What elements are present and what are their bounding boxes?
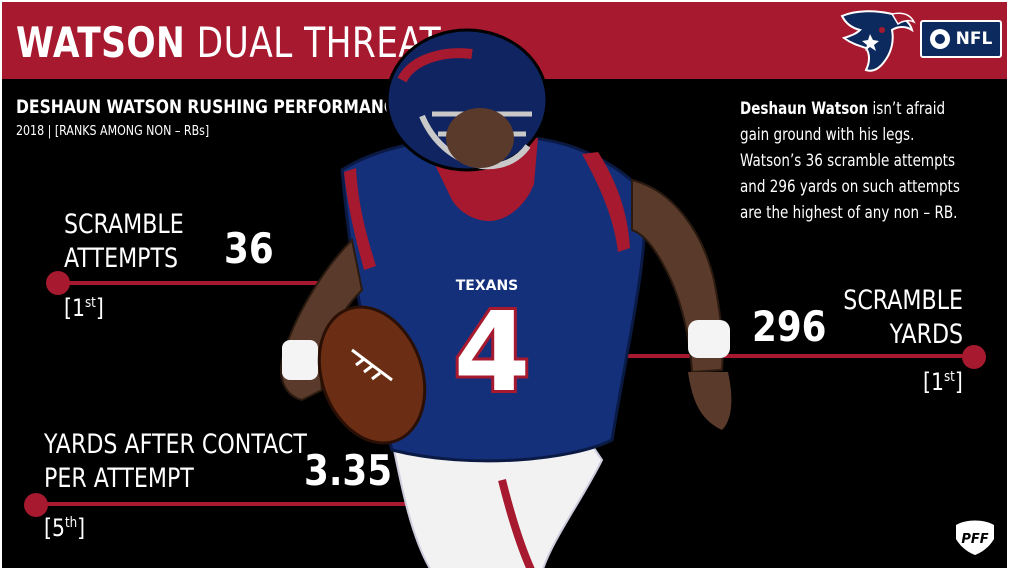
stat-rank-attempts-sup: st — [84, 295, 96, 311]
description-name: Deshaun Watson — [740, 99, 869, 118]
stat-label-yards: SCRAMBLE YARDS — [843, 284, 963, 352]
stat-rank-yards-open: [1 — [923, 368, 945, 396]
jersey-number: 4 — [454, 288, 531, 416]
player-illustration: TEXANS 4 — [252, 20, 772, 568]
stat-line-yac — [36, 502, 446, 506]
stat-rank-attempts: [1st] — [64, 294, 104, 322]
jersey-team-text: TEXANS — [456, 278, 519, 294]
stat-value-yac: 3.35 — [304, 446, 393, 495]
subnote: 2018 | [RANKS AMONG NON – RBs] — [16, 124, 210, 139]
stat-rank-attempts-close: ] — [95, 294, 104, 322]
stat-label-attempts: SCRAMBLE ATTEMPTS — [64, 208, 184, 276]
stat-rank-yac: [5th] — [44, 514, 85, 542]
subtitle: DESHAUN WATSON RUSHING PERFORMANCE — [16, 96, 406, 118]
network-logo: NFL — [920, 20, 1002, 58]
stat-rank-yards: [1st] — [923, 368, 963, 396]
stat-rank-attempts-open: [1 — [64, 294, 85, 322]
stat-label-yards-line2: YARDS — [889, 319, 963, 350]
stat-label-attempts-line1: SCRAMBLE — [64, 209, 184, 240]
description-text: isn’t afraid gain ground with his legs. … — [740, 99, 960, 222]
stat-label-yards-line1: SCRAMBLE — [843, 285, 963, 316]
stat-value-attempts: 36 — [224, 224, 274, 273]
texans-bull-icon — [836, 8, 916, 74]
title-bold: WATSON — [16, 18, 186, 67]
title-light: DUAL THREAT — [196, 18, 442, 67]
stat-dot-yac — [24, 493, 48, 517]
stat-line-yards — [602, 354, 972, 358]
description: Deshaun Watson isn’t afraid gain ground … — [740, 96, 978, 226]
stat-dot-attempts — [46, 271, 70, 295]
stat-rank-yards-close: ] — [955, 368, 963, 396]
stat-dot-yards — [962, 345, 986, 369]
cbs-eye-icon — [929, 29, 950, 49]
page-title: WATSON DUAL THREAT — [16, 18, 441, 67]
stat-rank-yac-open: [5 — [44, 514, 65, 542]
stat-value-yards: 296 — [752, 302, 827, 351]
pff-logo-text: PFF — [961, 532, 988, 547]
stat-label-attempts-line2: ATTEMPTS — [64, 243, 179, 274]
stat-rank-yac-sup: th — [64, 515, 78, 531]
stat-rank-yac-close: ] — [77, 514, 86, 542]
pff-logo-icon: PFF — [952, 517, 998, 557]
stat-line-attempts — [58, 281, 358, 285]
stat-label-yac-line1: YARDS AFTER CONTACT — [44, 429, 307, 460]
network-logo-text: NFL — [955, 29, 993, 49]
stat-label-yac: YARDS AFTER CONTACT PER ATTEMPT — [44, 428, 307, 496]
stat-label-yac-line2: PER ATTEMPT — [44, 463, 194, 494]
stat-rank-yards-sup: st — [944, 369, 956, 385]
